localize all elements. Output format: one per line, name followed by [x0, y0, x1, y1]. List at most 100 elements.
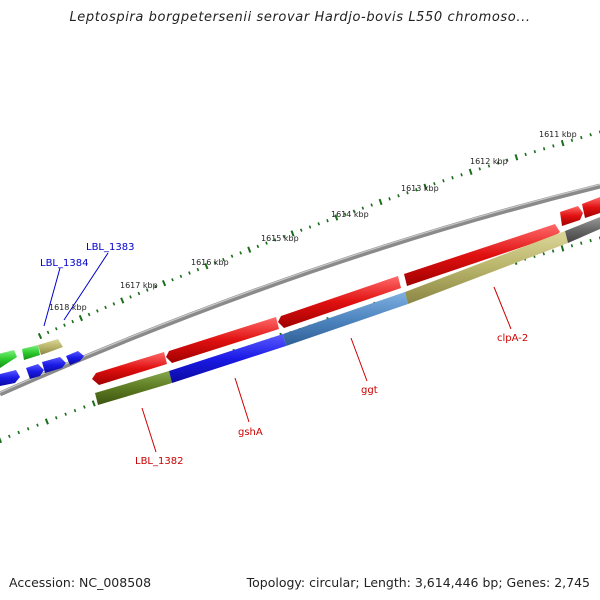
- gene-blue-3: [42, 357, 66, 373]
- tick-mark: [78, 314, 84, 322]
- tick-mark: [370, 203, 373, 207]
- tick-mark: [137, 291, 141, 296]
- gene-label-gsha: gshA: [238, 427, 263, 438]
- cds-red-6: [582, 197, 600, 218]
- tick-mark: [230, 254, 234, 258]
- leader-lbl-1383: [63, 252, 109, 321]
- tick-mark: [415, 188, 418, 192]
- backbone-highlight: [0, 183, 600, 394]
- tick-mark: [96, 309, 99, 313]
- tick-label-1615: 1615 kbp: [261, 234, 299, 243]
- tick-mark: [524, 152, 527, 157]
- tick-mark: [343, 212, 347, 217]
- tick-label-1612: 1612 kbp: [470, 157, 508, 166]
- cds-red-3: [278, 276, 401, 328]
- map-title: Leptospira borgpetersenii serovar Hardjo…: [69, 10, 531, 25]
- tick-mark: [317, 222, 321, 226]
- tick-mark: [468, 168, 473, 176]
- tick-mark: [213, 261, 217, 265]
- tick-label-1613: 1613 kbp: [401, 184, 439, 193]
- tick-mark: [222, 257, 225, 262]
- tick-mark: [73, 408, 77, 413]
- tick-mark: [63, 323, 66, 327]
- tick-label-1614: 1614 kbp: [331, 210, 369, 219]
- tick-mark: [580, 135, 583, 140]
- leader-lbl-1382: [141, 407, 157, 453]
- leader-ggt: [350, 337, 368, 382]
- tick-mark: [161, 280, 167, 287]
- tick-mark: [388, 197, 391, 201]
- tick-mark: [560, 245, 565, 252]
- tick-mark: [570, 138, 574, 142]
- gene-green-left: [0, 350, 17, 368]
- tick-mark: [542, 252, 545, 256]
- cds-red-2: [166, 317, 279, 363]
- tick-mark: [589, 238, 592, 243]
- tick-mark: [433, 182, 436, 186]
- tick-mark: [506, 158, 509, 162]
- tick-mark: [478, 167, 481, 171]
- tick-mark: [552, 144, 555, 148]
- tick-mark: [87, 312, 91, 317]
- tick-mark: [299, 228, 303, 232]
- tick-mark: [551, 249, 555, 253]
- tick-mark: [378, 198, 383, 206]
- tick-mark: [171, 278, 174, 282]
- backbone-track: [0, 183, 600, 397]
- tick-mark: [17, 430, 21, 435]
- tick-mark: [37, 332, 43, 340]
- tick-mark: [308, 225, 312, 229]
- tick-mark: [265, 241, 268, 245]
- tick-mark: [54, 416, 58, 420]
- outer-tick-ring: [37, 130, 600, 340]
- tick-mark: [542, 147, 546, 151]
- tick-label-1618: 1618 kbp: [49, 303, 87, 312]
- tick-mark: [496, 161, 500, 165]
- tick-mark: [560, 139, 565, 147]
- tick-mark: [129, 295, 132, 299]
- gene-blue-1: [0, 370, 20, 386]
- tick-mark: [179, 274, 183, 279]
- tick-mark: [406, 191, 409, 195]
- tick-mark: [46, 330, 50, 335]
- tick-mark: [112, 302, 116, 306]
- tick-mark: [44, 418, 49, 425]
- tick-mark: [533, 149, 537, 154]
- tick-mark: [589, 133, 592, 137]
- tick-mark: [104, 305, 107, 310]
- cds-red-1: [92, 352, 167, 385]
- tick-mark: [239, 251, 242, 255]
- tick-mark: [460, 173, 463, 177]
- tick-mark: [8, 434, 11, 438]
- gene-gsha: [169, 334, 286, 383]
- tick-mark: [256, 244, 260, 249]
- tick-mark: [290, 230, 295, 237]
- tick-mark: [361, 206, 365, 210]
- leader-gsha: [234, 377, 250, 423]
- tick-mark: [580, 241, 583, 245]
- tick-mark: [91, 400, 96, 407]
- gene-label-lbl-1382: LBL_1382: [135, 456, 183, 467]
- gene-lbl-1384: [22, 345, 40, 360]
- tick-label-1616: 1616 kbp: [191, 258, 229, 267]
- tick-mark: [397, 194, 400, 198]
- tick-mark: [273, 238, 277, 242]
- tick-mark: [64, 412, 67, 416]
- genome-summary-text: Topology: circular; Length: 3,614,446 bp…: [246, 575, 590, 590]
- gene-ggt: [283, 292, 408, 346]
- tick-mark: [204, 263, 209, 270]
- tick-label-1617: 1617 kbp: [120, 281, 158, 290]
- tick-mark: [154, 284, 157, 289]
- tick-mark: [54, 327, 58, 331]
- gene-blue-2: [26, 364, 44, 379]
- accession-text: Accession: NC_008508: [9, 575, 152, 590]
- tick-mark: [83, 405, 86, 409]
- tick-mark: [145, 288, 149, 292]
- tick-mark: [334, 214, 339, 221]
- tick-mark: [326, 218, 329, 223]
- leader-clpa-2: [493, 286, 512, 330]
- gene-label-lbl-1383: LBL_1383: [86, 242, 134, 253]
- tick-mark: [120, 297, 125, 304]
- tick-mark: [442, 179, 445, 183]
- gene-lbl-1383: [38, 339, 63, 355]
